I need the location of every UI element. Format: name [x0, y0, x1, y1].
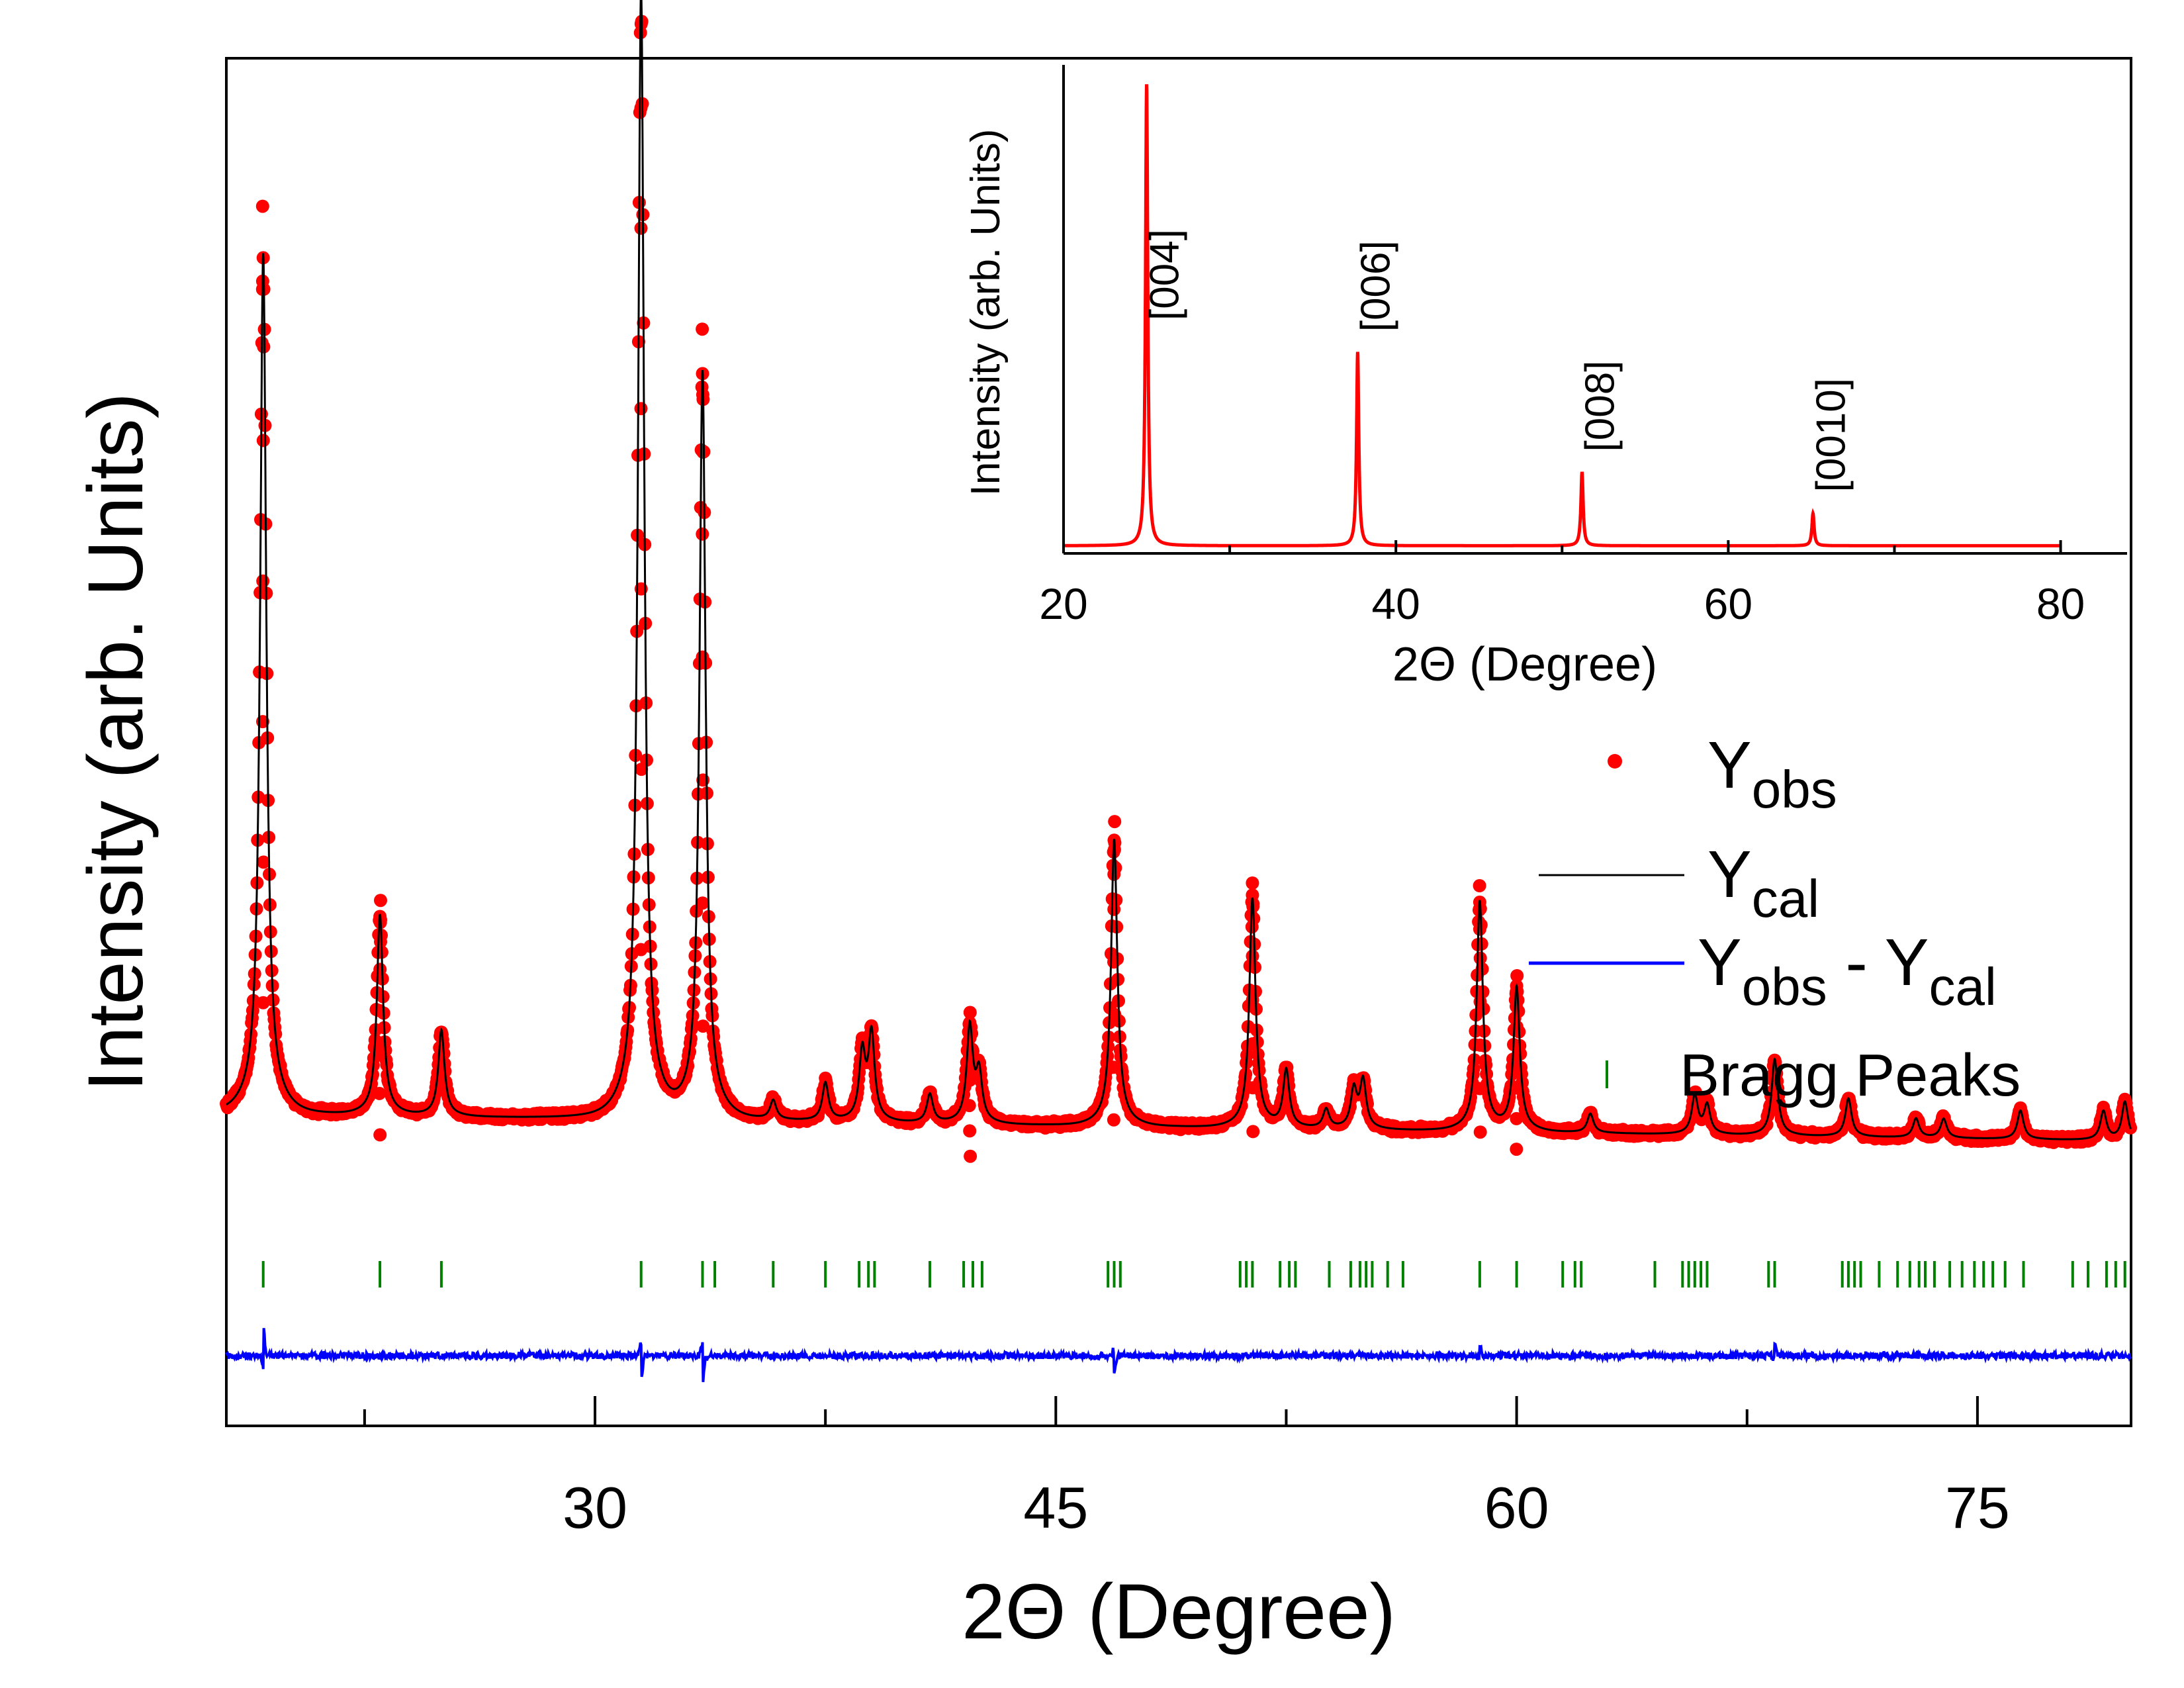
- obs-peak-point: [256, 574, 270, 588]
- inset-plot: 20 40 60 80 [004] [006] [008] [0010] Intensity…: [963, 65, 2127, 691]
- obs-peak-point: [1473, 951, 1487, 965]
- main-plot-frame: [225, 57, 2132, 1427]
- inset-x-tick-label: 60: [1704, 579, 1752, 628]
- inset-peak-label: [004]: [1142, 229, 1188, 320]
- inset-x-tick-label: 20: [1039, 579, 1087, 628]
- legend-bragg-label: Bragg Peaks: [1680, 1043, 2021, 1109]
- obs-peak-point: [1473, 1082, 1487, 1096]
- obs-peak-point: [696, 1019, 710, 1033]
- main-x-title-unit: (Degree): [1066, 1568, 1396, 1656]
- obs-peak-point: [373, 962, 387, 976]
- legend-obs-label: Yobs: [1707, 728, 1837, 819]
- obs-peak-point: [1108, 815, 1122, 829]
- obs-peak-point: [963, 1031, 977, 1045]
- obs-peak-point: [1107, 1060, 1120, 1074]
- bragg-tick-group: [261, 1261, 2126, 1288]
- obs-peak-point: [1510, 1020, 1524, 1034]
- inset-x-tick-label: 80: [2036, 579, 2085, 628]
- difference-line: [225, 1328, 2132, 1383]
- obs-peak-point: [373, 1086, 387, 1100]
- main-x-title-prefix: 2: [962, 1568, 1005, 1656]
- obs-peak-point: [963, 1124, 977, 1138]
- obs-peak-point: [1246, 1081, 1259, 1095]
- obs-peak-point: [373, 1128, 387, 1142]
- obs-peak-point: [696, 322, 709, 336]
- main-x-ticks: 30 45 60 75: [363, 1396, 2010, 1540]
- obs-peak-point: [256, 434, 270, 447]
- obs-peak-point: [1473, 922, 1486, 936]
- inset-y-axis-title: Intensity (arb. Units): [963, 129, 1009, 496]
- obs-peak-point: [696, 527, 709, 541]
- inset-theta-symbol: Θ: [1419, 638, 1456, 691]
- obs-peak-point: [1473, 879, 1486, 892]
- obs-peak-point: [634, 221, 648, 235]
- legend: Yobs Ycal Yobs - Ycal Bragg Peaks: [1529, 728, 2021, 1109]
- legend-diff-label: Yobs - Ycal: [1698, 925, 1997, 1016]
- obs-peak-point: [1510, 969, 1524, 982]
- obs-peak-point: [634, 402, 648, 416]
- main-y-axis-title: Intensity (arb. Units): [72, 393, 159, 1092]
- obs-peak-point: [256, 996, 270, 1009]
- legend-obs-marker: [1608, 754, 1622, 769]
- obs-peak-point: [962, 1099, 976, 1113]
- x-tick-label: 60: [1484, 1475, 1549, 1540]
- obs-peak-point: [1510, 1111, 1524, 1125]
- obs-peak-point: [374, 894, 387, 908]
- x-tick-label: 75: [1945, 1475, 2010, 1540]
- obs-peak-point: [634, 101, 648, 115]
- legend-cal-label: Ycal: [1707, 837, 1819, 928]
- obs-peak-point: [255, 199, 269, 213]
- inset-peak-label: [008]: [1577, 361, 1623, 452]
- inset-x-axis-title: 2Θ (Degree): [1392, 638, 1657, 691]
- inset-x-title-prefix: 2: [1392, 638, 1419, 691]
- obs-peak-point: [1107, 902, 1121, 916]
- obs-peak-point: [1246, 949, 1259, 963]
- x-tick-label: 30: [563, 1475, 627, 1540]
- main-plot: 30 45 60 75 Intensity (arb. Units) 2Θ (Degr…: [72, 0, 2138, 1656]
- inset-peak-label: [0010]: [1808, 378, 1854, 492]
- inset-peak-labels: [004] [006] [008] [0010]: [1142, 229, 1854, 492]
- obs-peak-point: [1107, 1113, 1120, 1127]
- x-tick-label: 45: [1023, 1475, 1088, 1540]
- inset-x-tick-label: 40: [1371, 579, 1420, 628]
- inset-peak-label: [006]: [1353, 240, 1398, 332]
- obs-peak-point: [1246, 1125, 1260, 1139]
- inset-x-title-unit: (Degree): [1456, 638, 1657, 691]
- obs-peak-point: [634, 943, 648, 957]
- obs-peak-point: [1473, 1125, 1487, 1139]
- obs-peak-point: [964, 1149, 978, 1163]
- obs-peak-point: [963, 1006, 977, 1019]
- theta-symbol: Θ: [1005, 1568, 1066, 1656]
- obs-peak-point: [1510, 1143, 1524, 1156]
- obs-peak-point: [696, 650, 709, 664]
- obs-peak-point: [696, 896, 709, 910]
- main-x-axis-title: 2Θ (Degree): [962, 1568, 1396, 1656]
- obs-peak-point: [1246, 876, 1259, 890]
- obs-peak-point: [1107, 867, 1121, 881]
- inset-pattern-line: [1064, 84, 2061, 547]
- obs-peak-point: [1246, 993, 1259, 1007]
